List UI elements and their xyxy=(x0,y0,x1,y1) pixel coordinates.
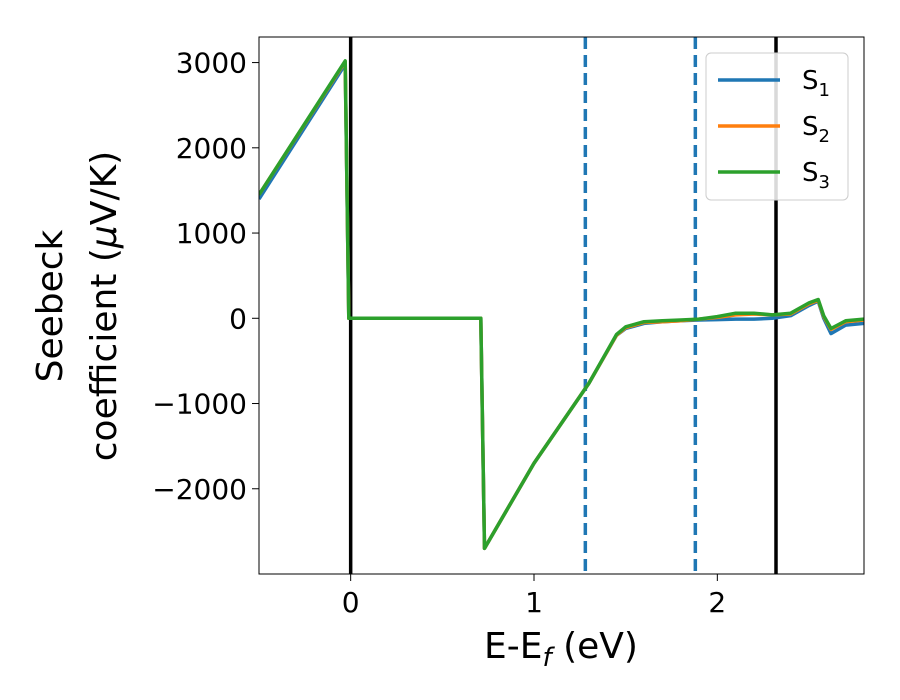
x-tick-label: 0 xyxy=(342,586,360,619)
legend-label-s1: S1 xyxy=(802,66,830,101)
y-axis-label-line1: Seebeck xyxy=(30,229,71,382)
series-lines xyxy=(259,59,864,551)
plot-frame xyxy=(258,36,865,575)
y-axis-label-mu: μ xyxy=(84,225,125,249)
x-axis: 0 1 2 xyxy=(342,574,726,619)
y-tick-label: 0 xyxy=(229,302,247,335)
legend-label-s3: S3 xyxy=(802,158,830,193)
legend-label-s2: S2 xyxy=(802,112,830,147)
legend: S1 S2 S3 xyxy=(705,52,849,201)
x-tick-label: 2 xyxy=(708,586,726,619)
y-axis: −2000 −1000 0 1000 2000 3000 xyxy=(152,47,259,506)
y-tick-label: 1000 xyxy=(176,217,247,250)
x-axis-label: E-Ef (eV) xyxy=(484,626,638,673)
y-tick-label: 2000 xyxy=(176,132,247,165)
x-tick-label: 1 xyxy=(525,586,543,619)
series-line-s3 xyxy=(259,59,864,551)
y-axis-label-line2: coefficient (μV/K) xyxy=(84,151,125,461)
y-axis-label: Seebeck coefficient (μV/K) xyxy=(30,151,125,461)
y-tick-label: −1000 xyxy=(152,388,247,421)
y-tick-label: 3000 xyxy=(176,47,247,80)
x-axis-label-unit: (eV) xyxy=(552,626,638,667)
y-tick-label: −2000 xyxy=(152,473,247,506)
